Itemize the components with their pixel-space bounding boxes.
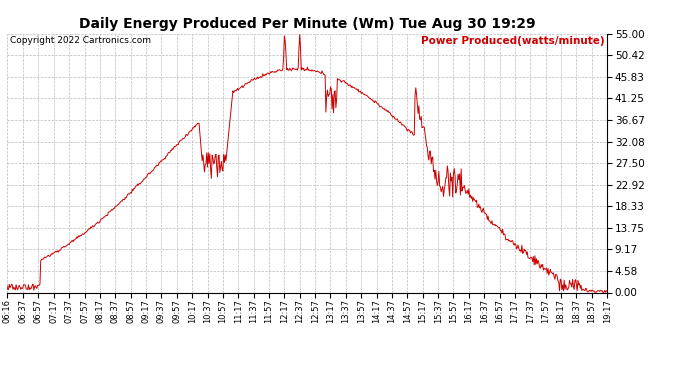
Title: Daily Energy Produced Per Minute (Wm) Tue Aug 30 19:29: Daily Energy Produced Per Minute (Wm) Tu… (79, 17, 535, 31)
Text: Copyright 2022 Cartronics.com: Copyright 2022 Cartronics.com (10, 36, 151, 45)
Text: Power Produced(watts/minute): Power Produced(watts/minute) (421, 36, 604, 46)
